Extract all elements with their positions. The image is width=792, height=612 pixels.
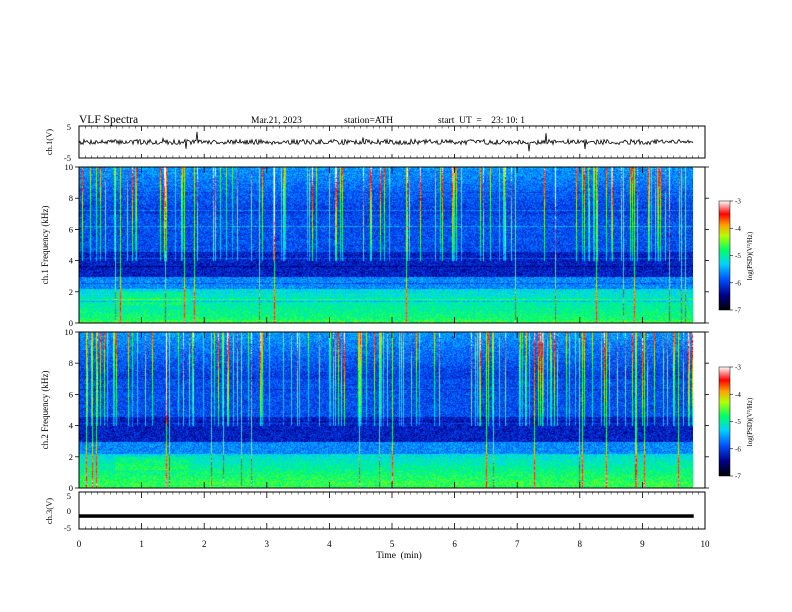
frequency-tick-label: 2 [69,287,73,297]
ch2-colorbar-label: log(PSD)(V²/Hz) [746,397,754,446]
frequency-tick-label: 4 [69,421,74,431]
frequency-tick-label: 8 [69,193,73,203]
start-time-label: start UT = 23: 10: 1 [438,116,525,126]
frequency-tick-label: 2 [69,452,73,462]
ch1-spectrogram-ylabel-channel: ch.1 Frequency (kHz) [40,206,50,285]
date-label: Mar.21, 2023 [251,116,302,126]
ch3-waveform-ylabel: ch.3(V) [44,498,54,524]
time-tick-label: 10 [701,539,711,549]
frequency-tick-label: 8 [69,358,73,368]
ch1-colorbar-label: log(PSD)(V²/Hz) [746,231,754,280]
colorbar-tick-label: -6 [735,445,741,453]
time-tick-label: 8 [578,539,583,549]
frequency-tick-label: 10 [65,327,74,337]
ch1-colorbar: -3 -4 -5 -6 -7 log(PSD)(V²/Hz) [718,198,754,315]
colorbar-tick-label: -7 [735,473,741,481]
ch2-spectrogram-image [79,332,693,488]
ch2-colorbar: -3 -4 -5 -6 -7 log(PSD)(V²/Hz) [718,364,754,481]
ch1-colorbar-gradient [718,200,731,311]
ch1-spectrogram-panel: 10 8 6 4 2 0 ch.1 Frequency (kHz) [40,162,709,328]
station-label: station=ATH [344,116,393,126]
time-tick-label: 3 [265,539,270,549]
frequency-tick-label: 0 [69,483,73,493]
colorbar-tick-label: -4 [735,391,741,399]
ch3-ytick-top: 5 [67,491,71,501]
frequency-tick-label: 10 [65,162,74,172]
colorbar-tick-label: -3 [735,364,741,372]
ch3-waveform-line [79,514,694,518]
ch2-spectrogram-ylabel-channel: ch.2 Frequency (kHz) [40,371,50,450]
ch3-waveform-panel: 5 0 -5 ch.3(V) [44,491,706,533]
time-tick-label: 5 [390,539,395,549]
ch1-ytick-top: 5 [67,122,71,132]
ch1-waveform-line [78,131,694,152]
ch1-ytick-bottom: -5 [64,153,71,163]
ch2-colorbar-gradient [718,366,731,477]
frequency-tick-label: 6 [69,224,73,234]
frequency-tick-label: 0 [69,318,73,328]
ch3-ytick-middle: 0 [67,506,71,516]
colorbar-tick-label: -6 [735,279,741,287]
colorbar-tick-label: -3 [735,198,741,206]
colorbar-tick-label: -5 [735,252,741,260]
colorbar-tick-label: -4 [735,225,741,233]
time-tick-label: 4 [327,539,332,549]
time-tick-label: 1 [139,539,144,549]
ch1-spectrogram-image [79,167,693,323]
ch1-waveform-ylabel: ch.1(V) [44,129,54,155]
ch2-spectrogram-panel: 10 8 6 4 2 0 ch.2 Frequency (kHz) [40,327,709,493]
time-axis-ticks: 0 1 2 3 4 5 6 7 8 9 10 [77,126,710,549]
time-tick-label: 2 [202,539,207,549]
frequency-tick-label: 6 [69,389,73,399]
time-tick-label: 9 [640,539,645,549]
ch3-ytick-bottom: -5 [64,523,71,533]
colorbar-tick-label: -7 [735,307,741,315]
time-tick-label: 6 [452,539,457,549]
time-tick-label: 7 [515,539,520,549]
time-axis-label: Time (min) [376,550,422,561]
colorbar-tick-label: -5 [735,418,741,426]
figure-title: VLF Spectra [79,114,138,126]
time-tick-label: 0 [77,539,82,549]
ch1-waveform-panel: 5 -5 ch.1(V) [44,122,706,163]
frequency-tick-label: 4 [69,256,74,266]
